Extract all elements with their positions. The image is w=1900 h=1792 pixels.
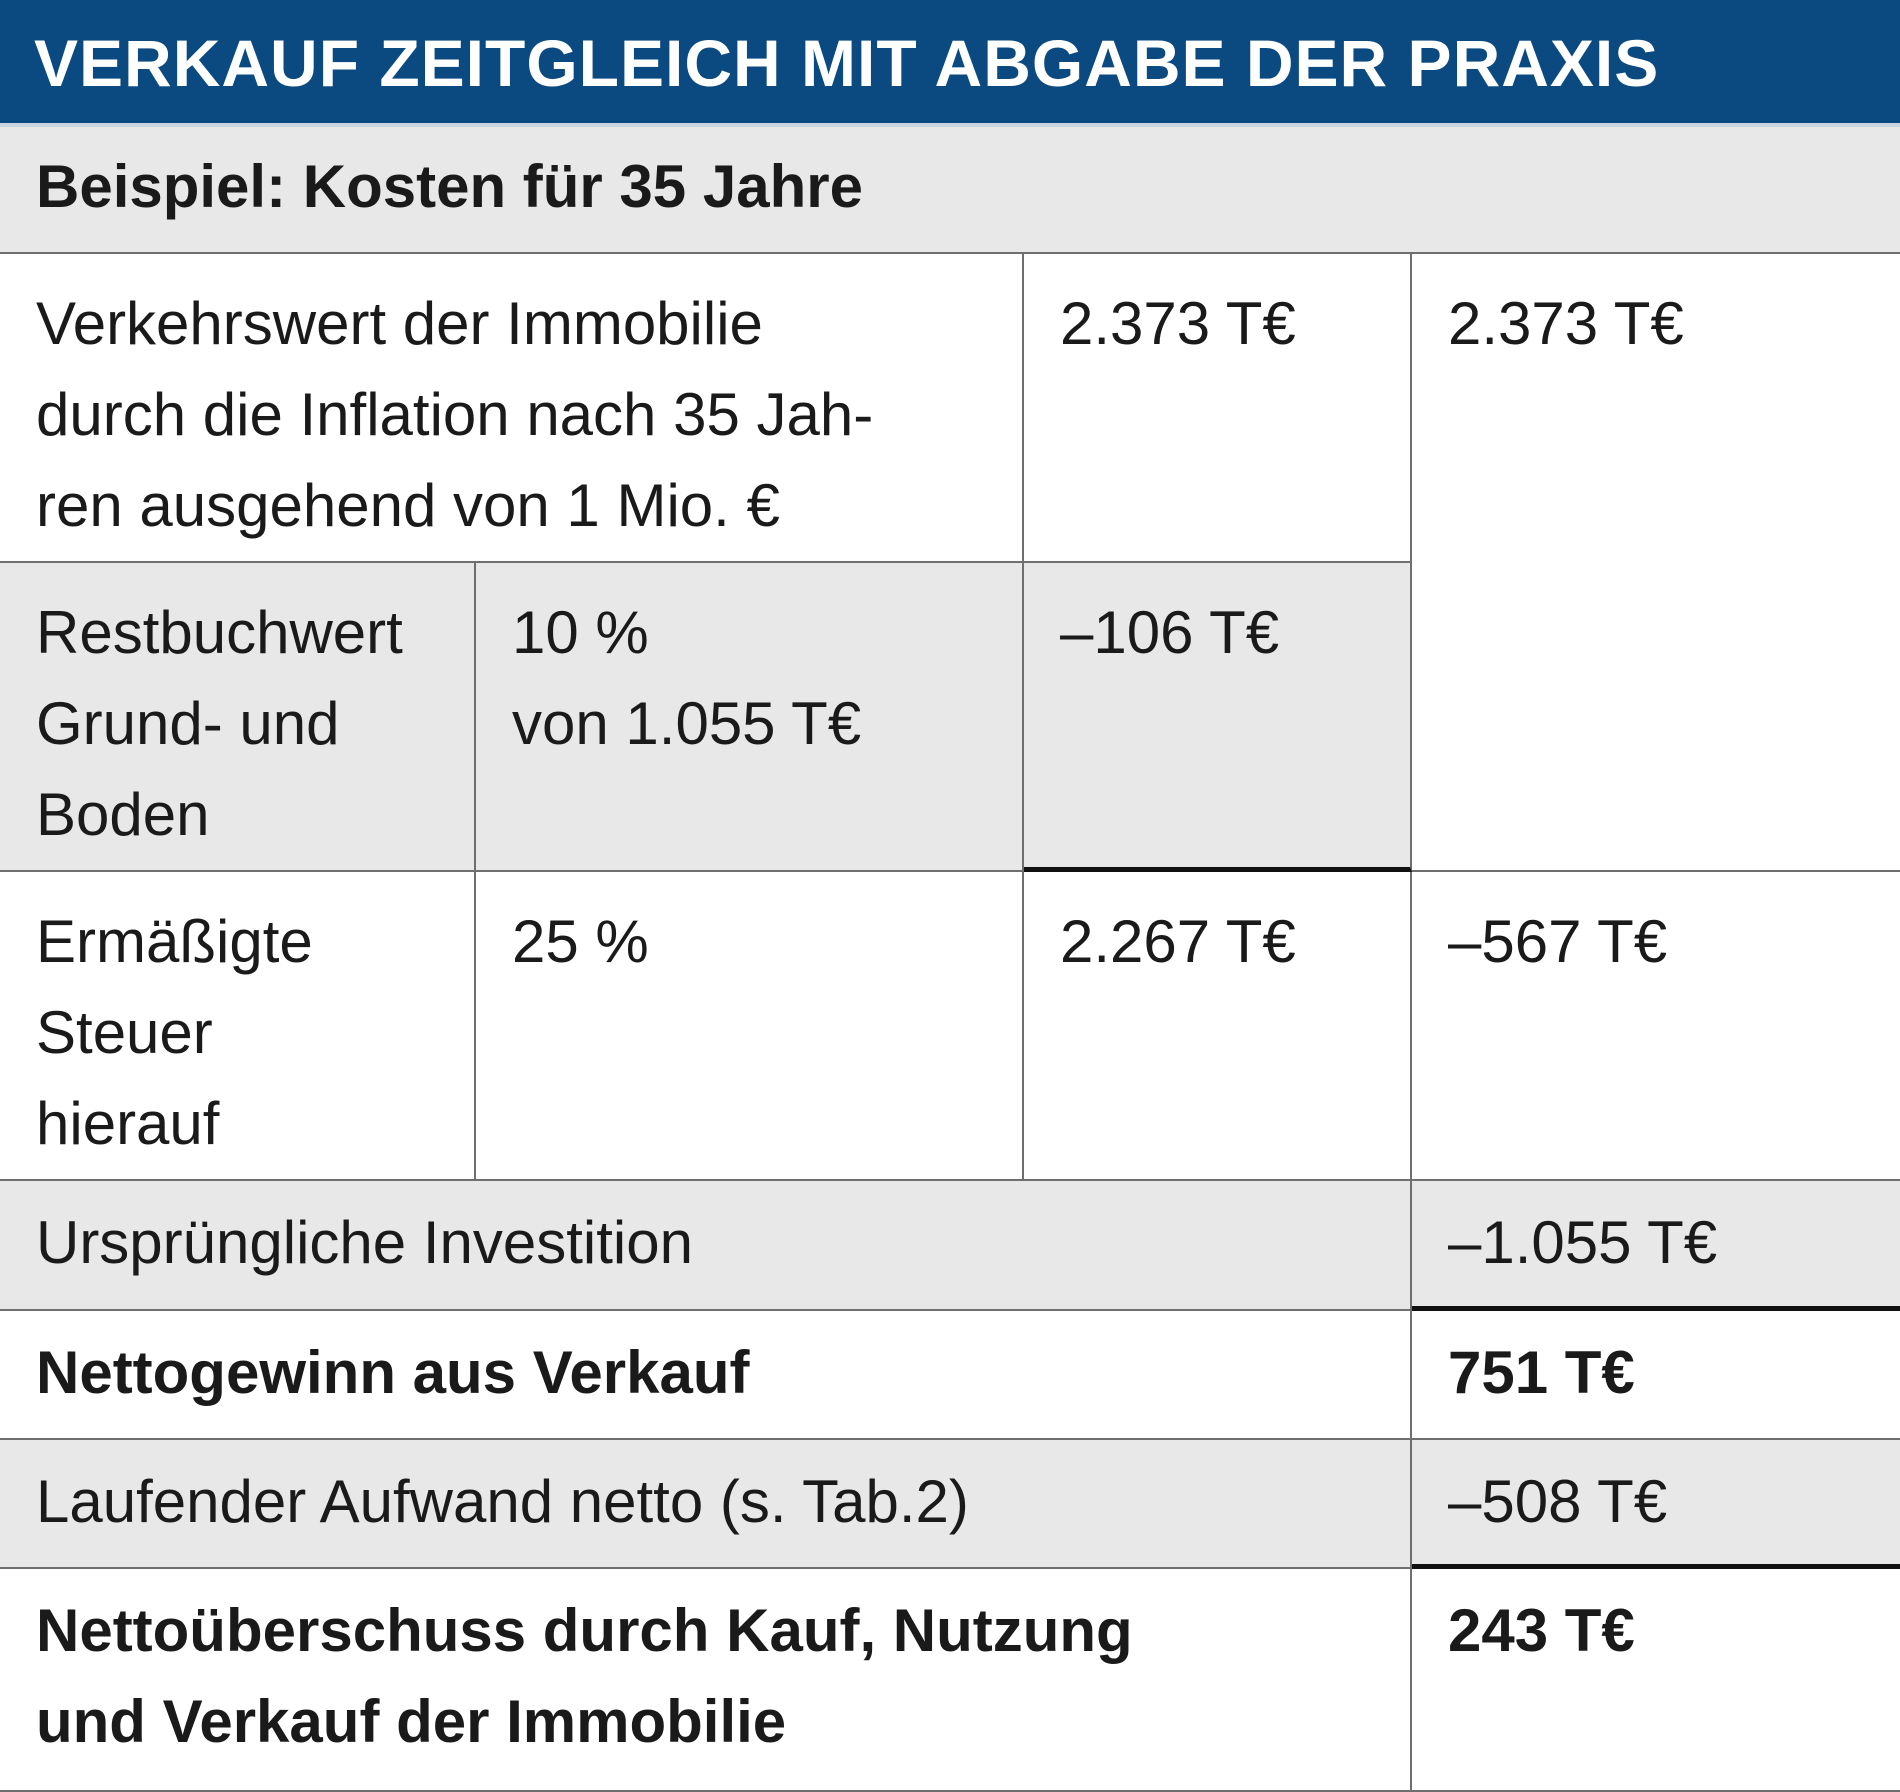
table-title: VERKAUF ZEITGLEICH MIT ABGABE DER PRAXIS bbox=[0, 0, 1900, 127]
table-subtitle: Beispiel: Kosten für 35 Jahre bbox=[0, 127, 1900, 254]
row-investment-total: –1.055 T€ bbox=[1412, 1181, 1900, 1311]
row-tax-value: 2.267 T€ bbox=[1024, 872, 1412, 1181]
row-net-profit-total: 751 T€ bbox=[1412, 1311, 1900, 1440]
row-tax-label: Ermäßigte Steuer hierauf bbox=[0, 872, 476, 1181]
row-book-value-label: Restbuchwert Grund- und Boden bbox=[0, 563, 476, 872]
row-market-value-value: 2.373 T€ bbox=[1024, 254, 1412, 563]
row-tax-rate: 25 % bbox=[476, 872, 1024, 1181]
row-running-cost-total: –508 T€ bbox=[1412, 1440, 1900, 1569]
row-market-value-total: 2.373 T€ bbox=[1412, 254, 1900, 872]
row-investment-label: Ursprüngliche Investition bbox=[0, 1181, 1412, 1311]
row-net-profit-label: Nettogewinn aus Verkauf bbox=[0, 1311, 1412, 1440]
row-tax-total: –567 T€ bbox=[1412, 872, 1900, 1181]
row-net-surplus-label: Nettoüberschuss durch Kauf, Nutzung und … bbox=[0, 1569, 1412, 1792]
row-net-surplus-total: 243 T€ bbox=[1412, 1569, 1900, 1792]
row-book-value-rate: 10 % von 1.055 T€ bbox=[476, 563, 1024, 872]
row-running-cost-label: Laufender Aufwand netto (s. Tab.2) bbox=[0, 1440, 1412, 1569]
row-book-value-value: –106 T€ bbox=[1024, 563, 1412, 872]
row-market-value-label: Verkehrswert der Immobilie durch die Inf… bbox=[0, 254, 1024, 563]
